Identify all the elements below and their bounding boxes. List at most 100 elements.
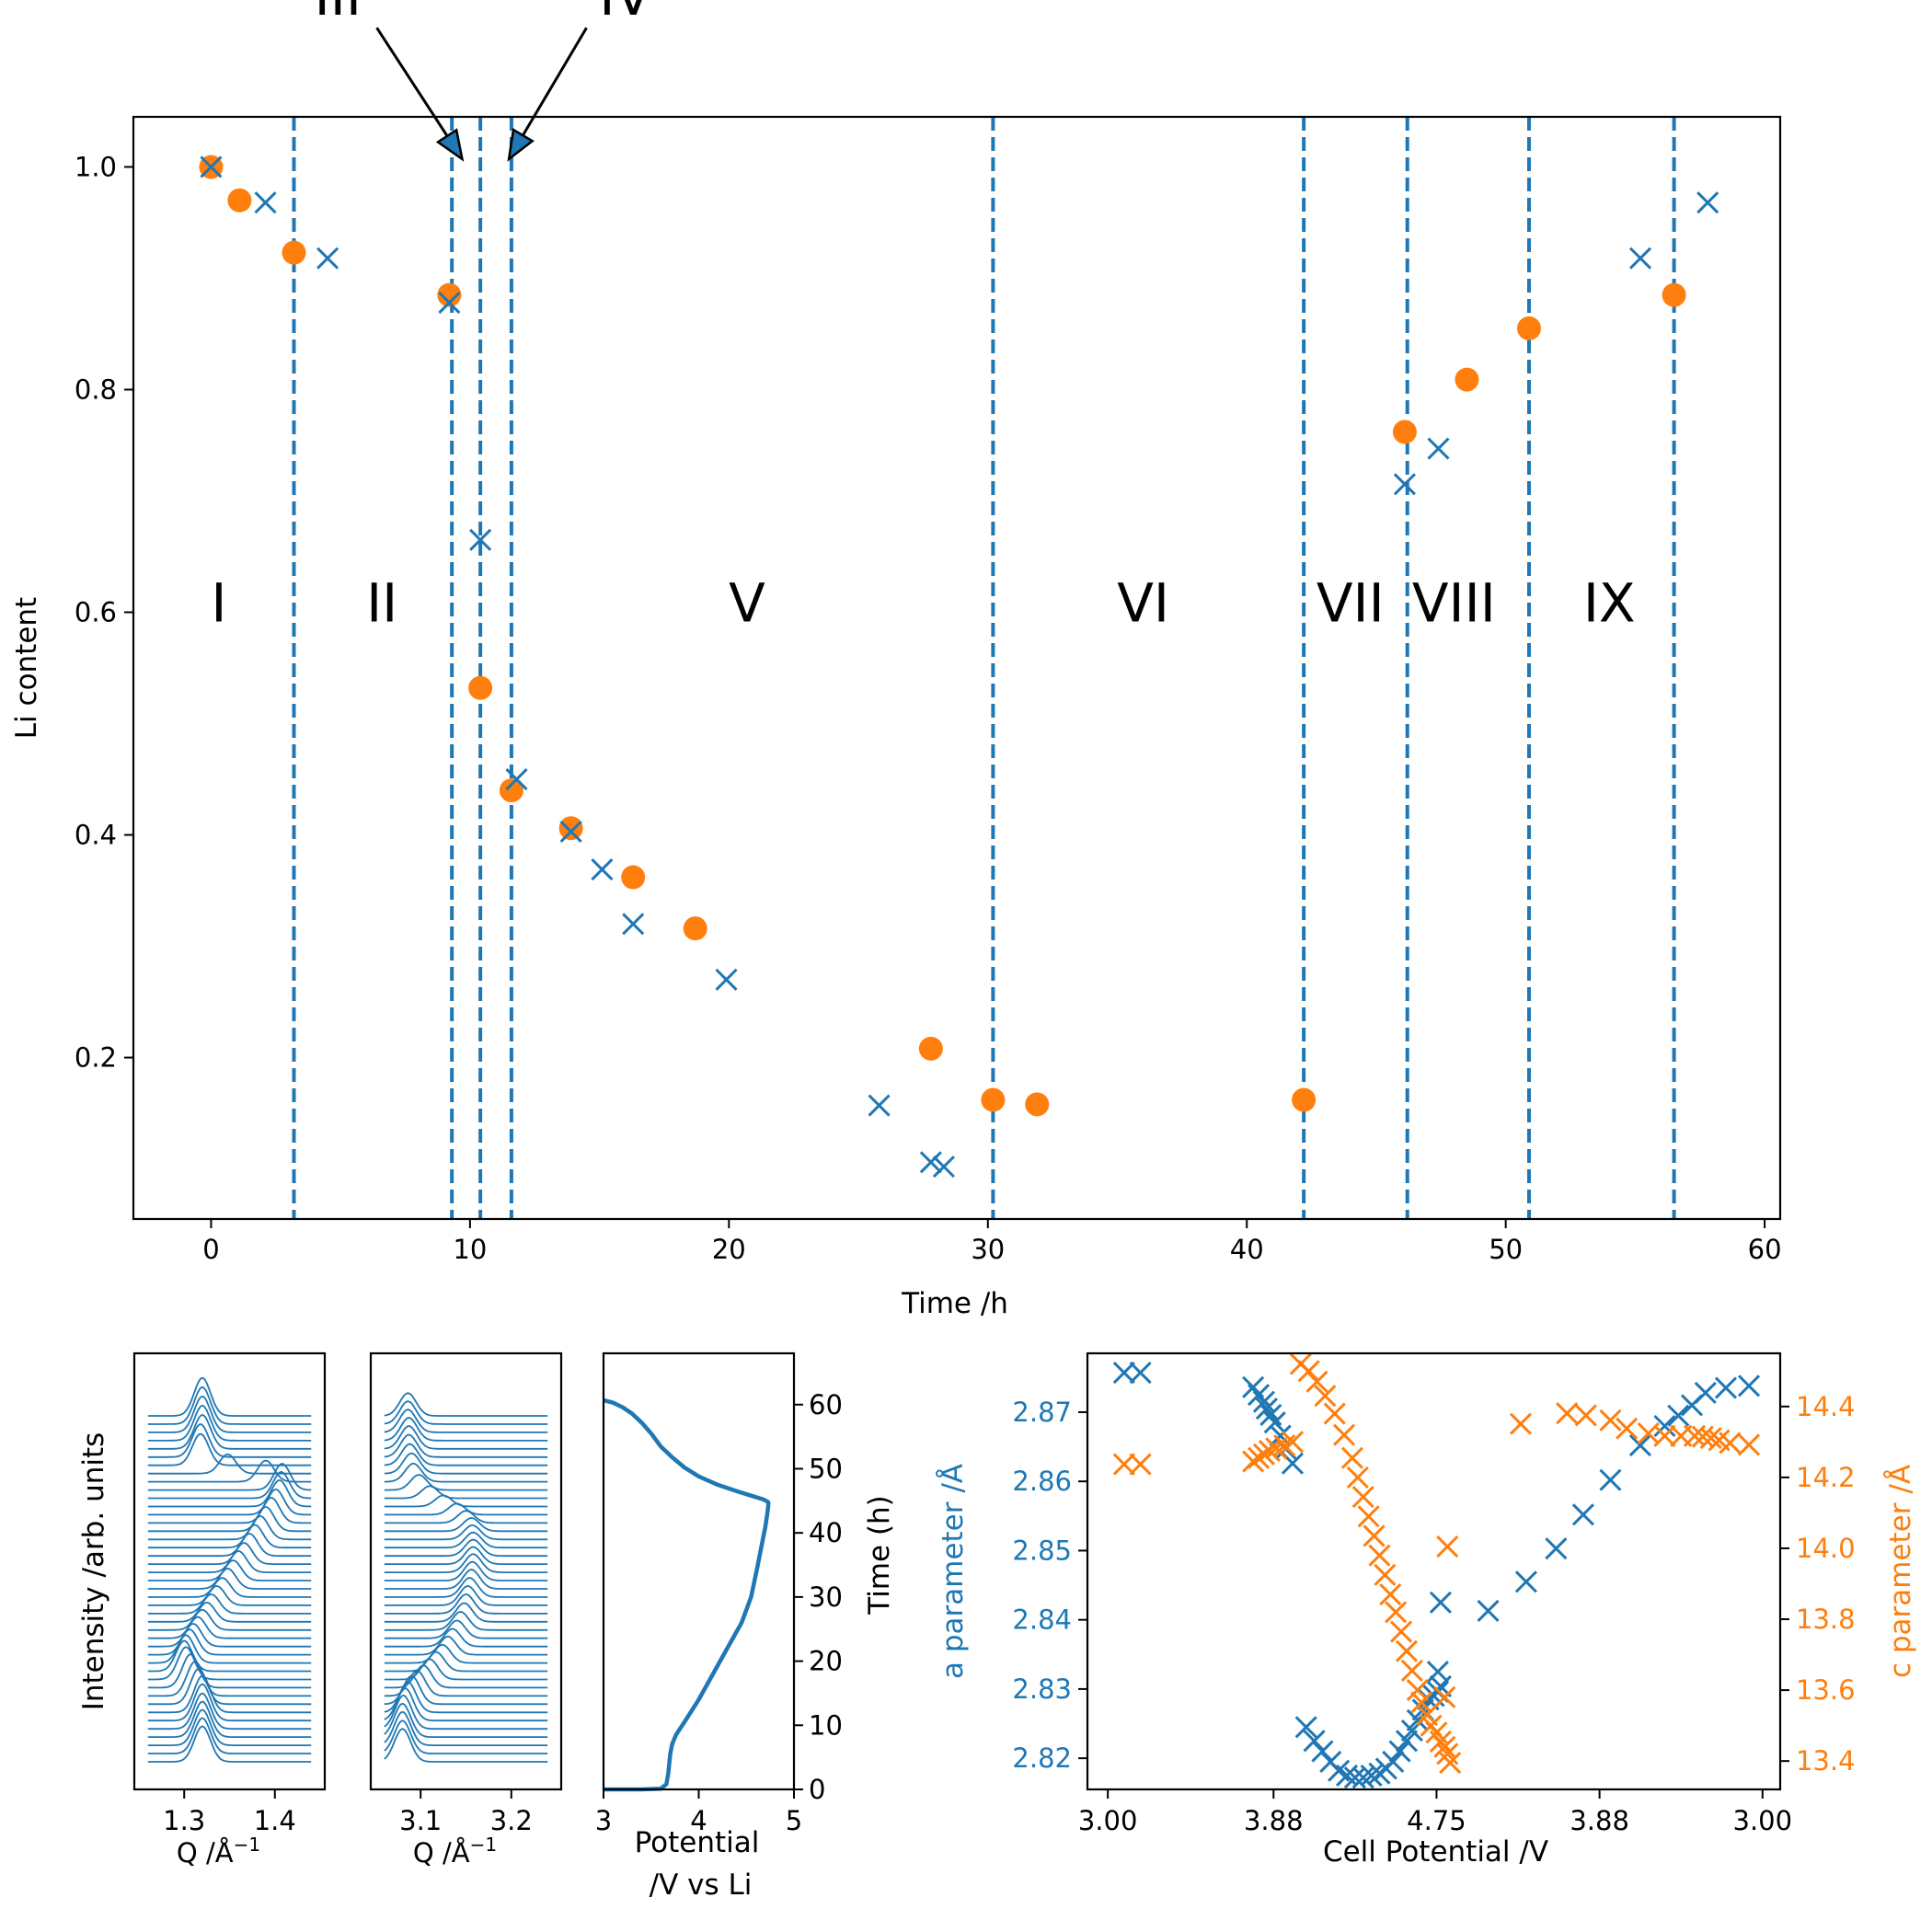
lattice-parameter-panel: 3.00 3.88 4.75 3.88 3.002.822.832.842.852.86… [937,1351,1917,1869]
main-time-plot: 0 10 20 30 40 50 60 0.2 0.4 0.6 0.8 1.0 Time /h Li co… [10,0,1782,1320]
xrd-trace [147,1524,312,1549]
c-parameter-point [1737,1433,1761,1456]
c-parameter-point [1556,1402,1579,1425]
y-axis-label: Li content [10,597,43,739]
x-axis-label: Q /Å−1 [177,1834,260,1869]
annotation-arrowhead [507,128,535,162]
main-plot-frame [132,115,1782,1221]
xrd-trace [384,1494,548,1508]
a-parameter-point [1599,1468,1622,1491]
c-parameter-point [1406,1679,1429,1702]
potential-frame [602,1351,796,1791]
xrd-trace [384,1694,548,1731]
xrd-trace [384,1433,548,1458]
a-parameter-point [1426,1661,1449,1684]
a-parameter-point [1429,1591,1452,1614]
y-tick-label: 20 [809,1646,843,1677]
c-parameter-point [1385,1601,1408,1624]
y-tick-label-right: 13.4 [1796,1745,1856,1777]
data-point-x [591,857,614,881]
data-point-circle [981,1087,1006,1112]
xrd-trace [147,1423,312,1458]
y-tick-label-left: 2.83 [1012,1673,1072,1705]
y-tick-label: 0.2 [75,1042,117,1074]
data-point-circle [282,240,306,265]
xrd-trace [384,1585,548,1606]
c-parameter-point [1281,1431,1305,1454]
x-tick-label: 50 [1489,1234,1523,1265]
xrd-trace [147,1616,312,1639]
data-point-circle [1455,367,1479,392]
data-point-x [505,767,528,791]
xrd-trace [147,1533,312,1558]
xrd-trace [147,1506,312,1533]
data-point-x [868,1094,891,1117]
xrd-trace [147,1708,312,1746]
a-parameter-point [1477,1599,1500,1622]
y-tick-label: 10 [809,1709,843,1741]
xrd-trace [384,1702,548,1738]
x-axis-label-exponent: −1 [470,1834,497,1856]
xrd-trace [384,1531,548,1549]
y-tick-label-right: 13.6 [1796,1674,1856,1706]
xrd-panel-high-q: 3.1 3.2Q /Å−1 [369,1351,563,1869]
x-tick-label: 40 [1230,1234,1264,1265]
a-parameter-point [1252,1390,1276,1413]
y-tick-label-left: 2.84 [1012,1604,1072,1636]
xrd-frame [369,1351,563,1791]
a-parameter-point [1545,1537,1568,1560]
xrd-trace [147,1653,312,1689]
c-parameter-point [1357,1505,1380,1528]
xrd-trace [147,1550,312,1573]
x-tick-label: 3.00 [1078,1805,1138,1836]
data-point-x [316,247,339,270]
a-parameter-point [1294,1716,1317,1739]
y-tick-label-left: 2.85 [1012,1535,1072,1566]
xrd-trace [147,1628,312,1656]
c-parameter-point [1509,1412,1533,1435]
data-point-x [715,968,738,991]
xrd-trace [384,1524,548,1541]
xrd-trace [147,1585,312,1606]
potential-time-panel: 3 4 50 10 20 30 40 50 60 Potential/V vs Li Time (h… [595,1351,896,1902]
potential-curve [603,1397,771,1792]
xrd-trace [384,1474,548,1491]
a-parameter-point [1737,1374,1761,1397]
c-parameter-point [1346,1466,1369,1489]
xrd-trace [147,1661,312,1697]
data-point-circle [437,282,462,307]
y-tick-label: 30 [809,1581,843,1613]
xrd-trace [147,1634,312,1664]
c-parameter-point [1368,1544,1391,1567]
y-tick-label-right: 14.2 [1796,1462,1856,1493]
c-parameter-point [1699,1427,1722,1450]
region-label: IV [599,0,651,28]
c-parameter-point [1340,1446,1363,1469]
x-axis-label: Q /Å−1 [413,1834,497,1869]
xrd-trace [147,1646,312,1681]
xrd-trace [147,1488,312,1516]
a-parameter-point [1694,1381,1717,1404]
xrd-trace [384,1658,548,1681]
y-tick-label-left: 2.87 [1012,1397,1072,1428]
y-tick-label: 0 [809,1774,825,1805]
a-parameter-point [1311,1740,1334,1763]
data-point-circle [918,1036,943,1061]
c-parameter-point [1616,1417,1639,1440]
xrd-trace [147,1376,312,1417]
xrd-trace [147,1683,312,1722]
xrd-trace [384,1462,548,1483]
xrd-trace [147,1386,312,1425]
y-tick-label-left: 2.86 [1012,1466,1072,1497]
y-tick-label: 50 [809,1453,843,1484]
c-parameter-point [1374,1563,1397,1586]
xrd-trace [384,1611,548,1631]
xrd-trace [384,1392,548,1417]
c-parameter-point [1363,1524,1386,1547]
c-parameter-point [1351,1486,1374,1509]
xrd-trace [384,1627,548,1648]
c-parameter-point [1389,1620,1413,1643]
a-parameter-point [1360,1764,1383,1788]
a-parameter-point [1714,1376,1738,1399]
x-tick-label: 60 [1748,1234,1782,1265]
